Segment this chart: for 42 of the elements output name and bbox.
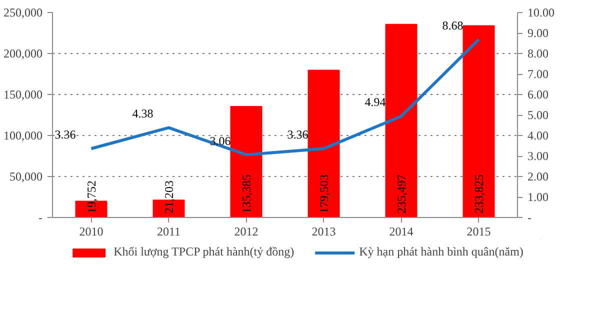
data-label: 8.68: [442, 18, 464, 33]
line-series: [90, 38, 480, 156]
legend-label: Kỳ hạn phát hành bình quân(năm): [359, 244, 524, 260]
y2-tick-label: 4.00: [528, 128, 548, 142]
y-tick-label: 250,000: [4, 6, 42, 20]
y2-tick-label: 5.00: [528, 108, 548, 122]
x-tick-label: 2010: [79, 224, 104, 238]
data-label: 4.38: [132, 106, 154, 121]
y2-tick-label: 2.00: [528, 170, 548, 184]
y2-tick-label: 7.00: [528, 67, 548, 81]
data-label: 3.06: [210, 134, 231, 148]
data-label: 3.36: [54, 128, 76, 142]
y-tick-label: -: [38, 210, 43, 224]
data-label: 3.36: [287, 128, 308, 142]
bar: [230, 106, 262, 218]
y-tick-label: 150,000: [4, 88, 42, 102]
data-label: 233,825: [472, 174, 486, 214]
y-tick-label: 100,000: [4, 128, 42, 142]
data-label: 19,752: [84, 180, 98, 214]
legend-label: Khối lượng TPCP phát hành(tỷ đồng): [114, 244, 294, 260]
bar: [385, 24, 418, 218]
y-tick-label: 200,000: [4, 46, 42, 60]
data-label: 4.94: [364, 95, 386, 110]
y2-tick-label: 3.00: [528, 149, 548, 163]
data-label: 179,503: [316, 174, 331, 214]
x-tick-label: 2014: [389, 224, 414, 238]
bar: [308, 70, 340, 218]
data-label: 135,385: [239, 174, 254, 214]
y2-tick-label: 10.00: [528, 6, 554, 20]
data-label: 235,497: [394, 174, 408, 214]
y2-tick-label: 1.00: [528, 190, 548, 204]
y2-tick-label: 9.00: [528, 26, 548, 40]
x-tick-label: 2011: [156, 224, 181, 238]
data-label: 21,203: [162, 180, 176, 214]
y-tick-label: 50,000: [10, 170, 42, 184]
x-tick-label: 2012: [234, 224, 258, 238]
x-tick-label: 2013: [312, 224, 336, 238]
y2-tick-label: 6.00: [528, 88, 548, 102]
y2-tick-label: 8.00: [528, 46, 548, 60]
x-tick-label: 2015: [466, 224, 491, 238]
bar: [462, 25, 495, 218]
y2-tick-label: -: [528, 210, 532, 224]
